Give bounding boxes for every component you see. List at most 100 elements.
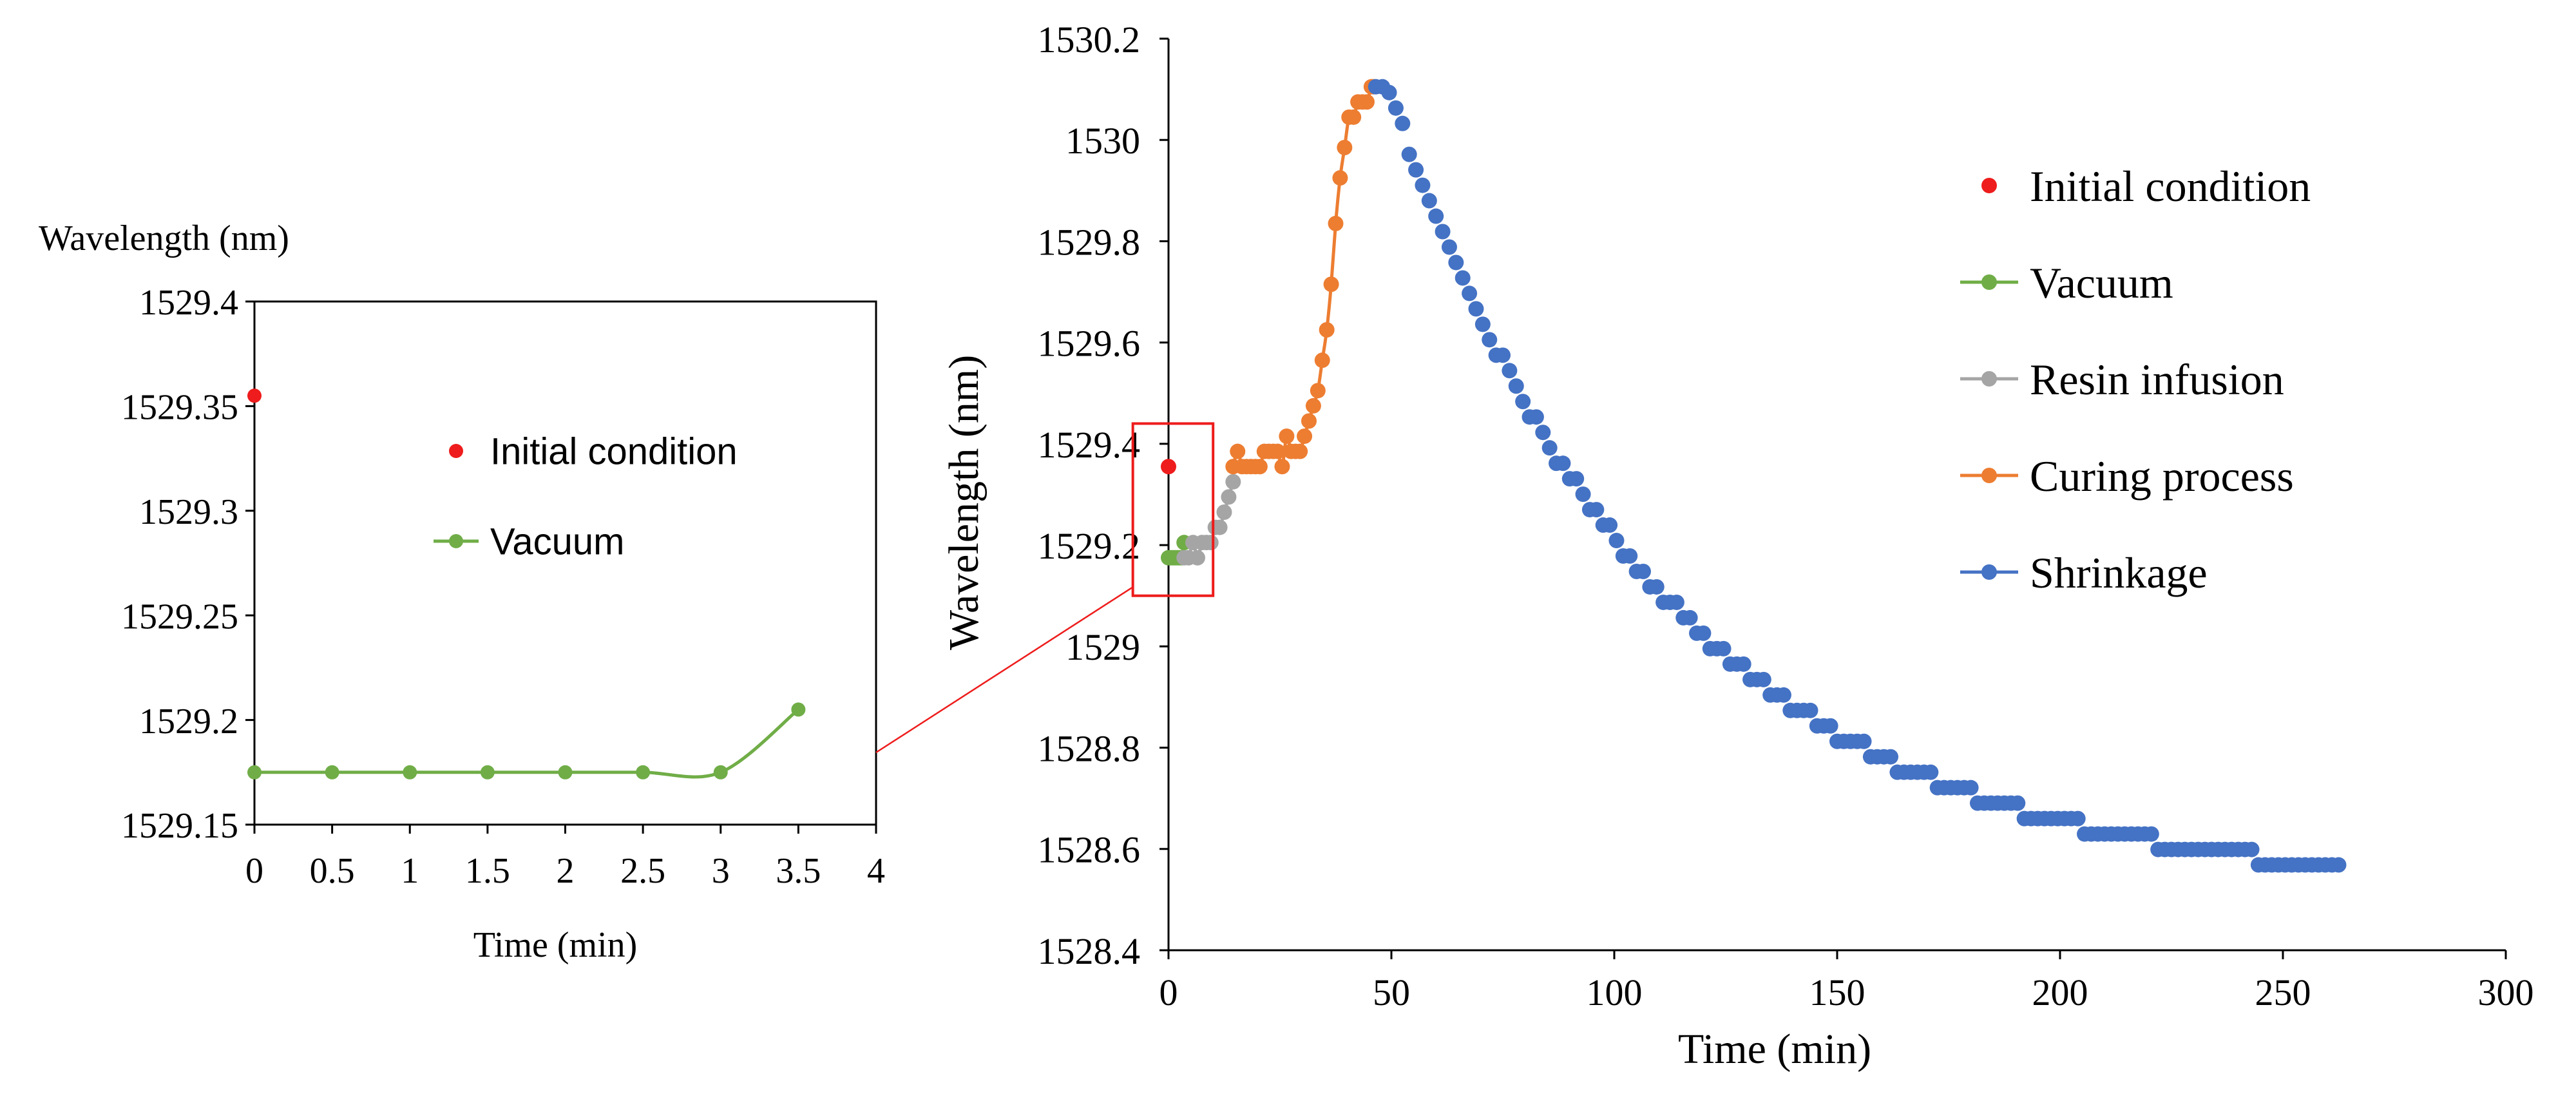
inset-y-tick-label: 1529.3	[139, 492, 238, 532]
inset-x-tick-label: 2.5	[620, 851, 665, 891]
main-shrinkage-point	[1608, 533, 1625, 549]
main-y-tick-label: 1528.4	[1038, 930, 1141, 972]
main-shrinkage-point	[1695, 625, 1712, 641]
main-y-axis-label: Wavelength (nm)	[940, 355, 987, 650]
main-shrinkage-point	[2143, 826, 2159, 842]
main-curing-point	[1274, 459, 1290, 475]
main-shrinkage-point	[1822, 718, 1838, 734]
main-x-tick-label: 50	[1373, 972, 1410, 1013]
inset-y-tick-label: 1529.35	[121, 388, 238, 428]
main-curing-point	[1252, 459, 1268, 475]
inset-y-tick-label: 1529.2	[139, 702, 238, 742]
main-shrinkage-point	[1802, 702, 1818, 718]
main-shrinkage-point	[1648, 579, 1665, 595]
main-curing-point	[1305, 397, 1321, 414]
main-shrinkage-point	[1775, 687, 1791, 703]
main-shrinkage-point	[1715, 640, 1732, 656]
main-shrinkage-point	[1474, 316, 1491, 332]
main-x-tick-label: 150	[1809, 972, 1865, 1013]
inset-series-vacuum	[247, 702, 806, 780]
main-y-tick-label: 1529.8	[1038, 221, 1141, 263]
main-curing-point	[1292, 443, 1308, 459]
main-series-curing	[1225, 79, 1382, 475]
main-shrinkage-point	[1589, 502, 1605, 518]
main-curing-point	[1328, 215, 1344, 231]
inset-x-axis-label: Time (min)	[473, 925, 638, 965]
main-shrinkage-point	[1541, 440, 1558, 456]
main-x-tick-label: 300	[2478, 972, 2534, 1013]
inset-vacuum-point	[480, 765, 495, 780]
legend-initial-marker	[449, 444, 463, 458]
main-curing-point	[1359, 94, 1375, 110]
main-curing-point	[1279, 428, 1295, 445]
inset-y-tick-label: 1529.15	[121, 806, 238, 846]
main-resin-point	[1221, 489, 1237, 505]
main-curing-line	[1231, 84, 1375, 470]
main-shrinkage-point	[1441, 239, 1457, 255]
main-resin-point	[1225, 474, 1241, 490]
legend-curing-marker	[1981, 468, 1997, 483]
main-curing-point	[1310, 383, 1326, 399]
inset-vacuum-point	[403, 765, 417, 780]
inset-x-tick-label: 0.5	[310, 851, 355, 891]
inset-initial-point	[247, 388, 262, 403]
main-shrinkage-point	[1528, 409, 1544, 425]
main-shrinkage-point	[1428, 208, 1444, 224]
main-shrinkage-point	[1455, 270, 1471, 286]
main-shrinkage-point	[1755, 671, 1771, 687]
inset-y-axis-label: Wavelength (nm)	[39, 218, 289, 258]
main-shrinkage-point	[1515, 394, 1531, 410]
main-y-tick-label: 1528.6	[1038, 829, 1141, 871]
main-shrinkage-point	[1622, 548, 1638, 564]
zoom-box	[1131, 422, 1215, 597]
legend-shrinkage-marker	[1981, 564, 1997, 580]
main-x-tick-label: 100	[1587, 972, 1643, 1013]
main-shrinkage-point	[1421, 193, 1437, 209]
inset-x-tick-label: 3.5	[776, 851, 821, 891]
main-shrinkage-point	[1415, 177, 1431, 193]
legend-vacuum-marker	[1981, 274, 1997, 290]
main-curing-point	[1319, 322, 1335, 338]
main-shrinkage-point	[2244, 841, 2260, 857]
legend-vacuum-marker	[449, 534, 463, 548]
main-shrinkage-point	[2331, 857, 2347, 873]
inset-vacuum-point	[247, 765, 262, 780]
main-legend: Initial condition Vacuum Resin infusion Cur…	[1960, 162, 2311, 597]
inset-chart: Wavelength (nm) Time (min) 0 0.5 1 1.5 2 2.5 3…	[39, 218, 885, 965]
inset-y-tick-label: 1529.4	[139, 283, 238, 323]
inset-plot-frame	[253, 300, 877, 826]
inset-legend: Initial condition Vacuum	[434, 430, 738, 562]
inset-y-tick-label: 1529.25	[121, 597, 238, 637]
main-shrinkage-point	[1508, 378, 1524, 394]
main-shrinkage-point	[1575, 486, 1591, 503]
main-shrinkage-point	[1502, 363, 1518, 379]
legend-vacuum-label: Vacuum	[490, 521, 624, 562]
main-shrinkage-point	[1535, 425, 1551, 441]
main-shrinkage-point	[1569, 471, 1585, 487]
main-resin-point	[1203, 535, 1219, 551]
inset-vacuum-point	[713, 765, 728, 780]
main-shrinkage-point	[1635, 563, 1651, 579]
main-series-resin	[1176, 474, 1241, 566]
main-shrinkage-point	[1923, 764, 1939, 780]
inset-vacuum-point	[325, 765, 339, 780]
main-resin-point	[1216, 504, 1232, 521]
inset-vacuum-point	[558, 765, 573, 780]
main-shrinkage-point	[1883, 749, 1899, 765]
legend-initial-label: Initial condition	[2030, 162, 2311, 211]
inset-vacuum-point	[791, 702, 806, 717]
legend-initial-label: Initial condition	[490, 430, 738, 472]
inset-x-tick-label: 1.5	[465, 851, 510, 891]
main-curing-point	[1337, 140, 1353, 156]
zoom-callout-line	[875, 586, 1134, 754]
main-shrinkage-point	[1408, 162, 1424, 178]
main-x-tick-label: 200	[2032, 972, 2088, 1013]
main-shrinkage-point	[1735, 656, 1751, 672]
main-curing-point	[1323, 276, 1339, 292]
main-curing-point	[1301, 413, 1317, 429]
main-shrinkage-point	[1495, 347, 1511, 363]
main-shrinkage-point	[1401, 146, 1417, 162]
